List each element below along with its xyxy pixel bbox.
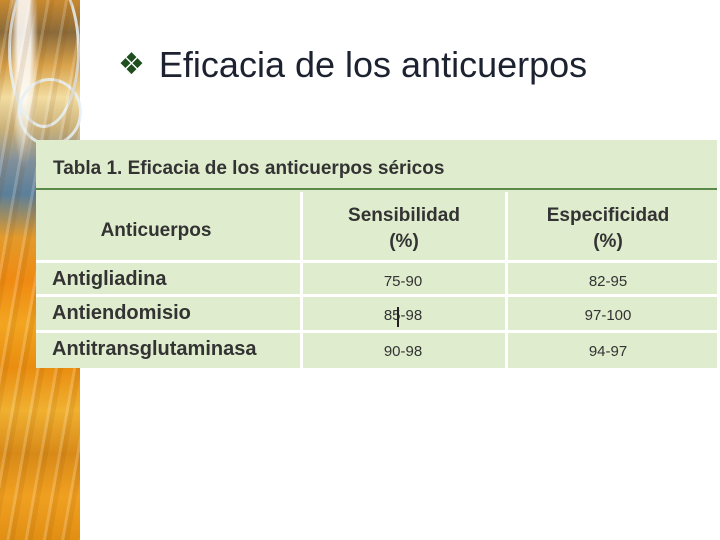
row-name: Antigliadina xyxy=(52,268,167,290)
cell-sensibilidad: 85-98 xyxy=(383,307,423,324)
column-divider xyxy=(505,192,508,368)
slide-title: ❖ Eficacia de los anticuerpos xyxy=(118,44,587,86)
diamond-bullet-icon: ❖ xyxy=(118,47,145,82)
antibody-table: Tabla 1. Eficacia de los anticuerpos sér… xyxy=(36,140,717,368)
cell-especificidad: 82-95 xyxy=(588,273,628,290)
caption-divider xyxy=(36,188,717,190)
slide-title-text: Eficacia de los anticuerpos xyxy=(158,44,588,85)
row-divider xyxy=(36,294,717,297)
header-sensibilidad-line1: Sensibilidad xyxy=(348,205,460,226)
text-cursor xyxy=(397,307,399,327)
row-name: Antiendomisio xyxy=(52,302,191,324)
row-divider xyxy=(36,330,717,333)
header-sensibilidad: Sensibilidad (%) xyxy=(304,203,504,255)
header-especificidad-line2: (%) xyxy=(593,231,623,252)
decorative-ring xyxy=(8,0,80,128)
cell-especificidad: 94-97 xyxy=(588,343,628,360)
header-anticuerpos: Anticuerpos xyxy=(100,220,212,241)
table-caption: Tabla 1. Eficacia de los anticuerpos sér… xyxy=(53,158,445,179)
cell-especificidad: 97-100 xyxy=(584,307,632,324)
column-divider xyxy=(300,192,303,368)
row-name: Antitransglutaminasa xyxy=(52,338,257,360)
row-divider xyxy=(36,260,717,263)
header-especificidad: Especificidad (%) xyxy=(508,203,708,255)
decorative-ring xyxy=(18,78,82,146)
cell-sensibilidad: 75-90 xyxy=(383,273,423,290)
header-sensibilidad-line2: (%) xyxy=(389,231,419,252)
header-especificidad-line1: Especificidad xyxy=(546,205,670,226)
cell-sensibilidad: 90-98 xyxy=(383,343,423,360)
